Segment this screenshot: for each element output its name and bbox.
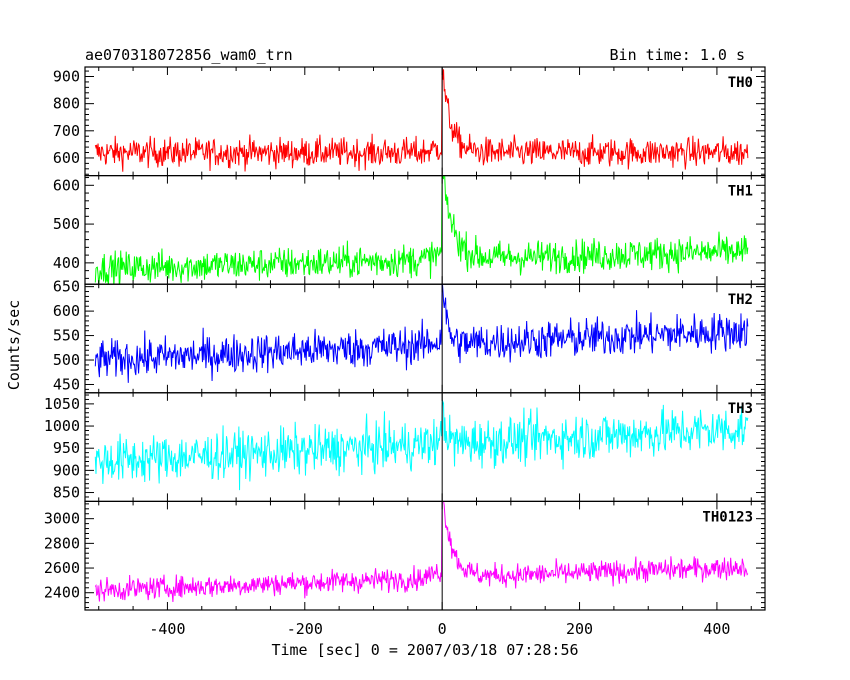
y-tick-label: 700 bbox=[53, 122, 80, 140]
y-tick-label: 800 bbox=[53, 95, 80, 113]
panel-label: TH2 bbox=[728, 292, 753, 308]
y-tick-label: 550 bbox=[53, 327, 80, 345]
panel-th0123: 2400 2600 2800 3000 TH0123 bbox=[44, 500, 766, 611]
series-line-th0 bbox=[94, 68, 749, 172]
panel-label: TH1 bbox=[728, 184, 753, 200]
y-tick-label: 600 bbox=[53, 302, 80, 320]
x-tick-label: -200 bbox=[287, 620, 323, 638]
y-tick-label: 650 bbox=[53, 278, 80, 296]
y-tick-label: 400 bbox=[53, 254, 80, 272]
y-tick-label: 1050 bbox=[44, 395, 80, 413]
y-tick-label: 450 bbox=[53, 375, 80, 393]
panel-frame bbox=[84, 66, 766, 177]
x-tick-label: 0 bbox=[438, 620, 447, 638]
panel-th0: 600 700 800 900 TH0 bbox=[53, 66, 766, 177]
panel-label: TH0 bbox=[728, 75, 753, 91]
y-axis-label: Counts/sec bbox=[5, 300, 23, 390]
y-tick-label: 3000 bbox=[44, 510, 80, 528]
panel-frame bbox=[84, 175, 766, 285]
panel-th3: 850 900 950 1000 1050 TH3 bbox=[44, 392, 766, 502]
series-line-th1 bbox=[94, 175, 749, 285]
y-tick-label: 600 bbox=[53, 176, 80, 194]
y-tick-label: 2600 bbox=[44, 559, 80, 577]
chart-title: ae070318072856_wam0_trn bbox=[85, 46, 293, 64]
y-tick-label: 2800 bbox=[44, 534, 80, 552]
y-tick-label: 600 bbox=[53, 149, 80, 167]
y-tick-label: 1000 bbox=[44, 417, 80, 435]
panel-label: TH0123 bbox=[702, 509, 753, 525]
series-line-th0123 bbox=[94, 501, 749, 603]
x-tick-label: 200 bbox=[566, 620, 593, 638]
series-line-th3 bbox=[94, 399, 749, 491]
y-tick-label: 900 bbox=[53, 68, 80, 86]
bin-time-label: Bin time: 1.0 s bbox=[610, 46, 745, 64]
x-tick-label: -400 bbox=[149, 620, 185, 638]
y-tick-label: 2400 bbox=[44, 584, 80, 602]
panel-th2: 450 500 550 600 650 TH2 bbox=[53, 278, 766, 393]
panel-label: TH3 bbox=[728, 401, 753, 417]
y-tick-label: 850 bbox=[53, 484, 80, 502]
y-tick-label: 500 bbox=[53, 215, 80, 233]
y-tick-label: 500 bbox=[53, 351, 80, 369]
x-tick-label: 400 bbox=[703, 620, 730, 638]
panel-th1: 400 500 600 TH1 bbox=[53, 175, 766, 285]
y-tick-label: 900 bbox=[53, 461, 80, 479]
panel-frame bbox=[84, 500, 766, 611]
x-axis-label: Time [sec] 0 = 2007/03/18 07:28:56 bbox=[271, 641, 578, 659]
y-tick-label: 950 bbox=[53, 439, 80, 457]
series-line-th2 bbox=[94, 284, 749, 383]
